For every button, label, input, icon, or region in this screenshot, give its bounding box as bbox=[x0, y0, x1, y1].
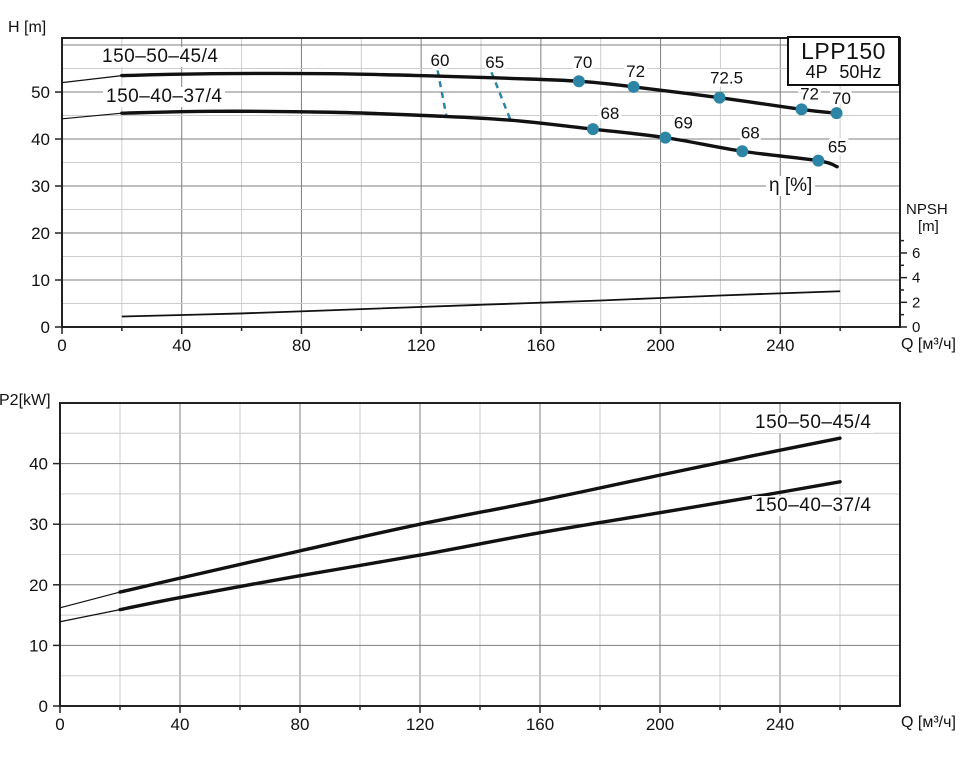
y-axis-tick-label: 40 bbox=[29, 455, 48, 474]
power-axis-title: P2[kW] bbox=[0, 392, 53, 410]
efficiency-value-label: 68 bbox=[600, 104, 619, 123]
efficiency-point-dot bbox=[736, 145, 749, 158]
efficiency-point-dot bbox=[659, 131, 672, 144]
efficiency-value-label: 70 bbox=[573, 53, 592, 72]
efficiency-value-label: 72 bbox=[800, 84, 819, 103]
power-curve-label-150-50-45-4: 150–50–45/4 bbox=[752, 413, 875, 433]
iso-efficiency-dashed-line bbox=[490, 71, 513, 124]
y-axis-tick-label: 30 bbox=[31, 177, 50, 196]
npsh-axis-unit: [m] bbox=[916, 218, 941, 235]
performance-curve bbox=[118, 436, 842, 594]
x-axis-tick-label: 40 bbox=[172, 336, 191, 355]
y-axis-tick-label: 10 bbox=[29, 636, 48, 655]
curve-lead-thin bbox=[61, 74, 122, 84]
head-axis-title: H [m] bbox=[6, 19, 49, 37]
efficiency-value-label: 65 bbox=[485, 53, 504, 72]
efficiency-value-label: 68 bbox=[741, 123, 760, 142]
npsh-axis-tick-label: 2 bbox=[912, 294, 920, 311]
x-axis-tick-label: 0 bbox=[57, 336, 66, 355]
x-axis-tick-label: 0 bbox=[55, 715, 64, 734]
y-axis-tick-label: 10 bbox=[31, 271, 50, 290]
efficiency-point-dot bbox=[830, 107, 843, 120]
efficiency-point-dot bbox=[795, 103, 808, 116]
x-axis-tick-label: 200 bbox=[646, 336, 674, 355]
efficiency-axis-label: η [%] bbox=[766, 176, 816, 196]
performance-curve bbox=[120, 71, 839, 115]
y-axis-tick-label: 20 bbox=[31, 224, 50, 243]
efficiency-value-label: 60 bbox=[431, 51, 450, 70]
efficiency-value-label: 72 bbox=[626, 62, 645, 81]
x-axis-tick-label: 40 bbox=[171, 715, 190, 734]
head-curve-label-150-50-45-4: 150–50–45/4 bbox=[99, 47, 222, 67]
efficiency-point-dot bbox=[627, 80, 640, 93]
pump-model-spec: 4P 50Hz bbox=[805, 62, 882, 83]
x-axis-tick-label: 160 bbox=[527, 336, 555, 355]
npsh-axis-tick-label: 4 bbox=[912, 270, 920, 287]
x-axis-tick-label: 160 bbox=[526, 715, 554, 734]
y-axis-tick-label: 0 bbox=[39, 697, 48, 716]
pump-model-box: LPP150 4P 50Hz bbox=[787, 36, 900, 86]
efficiency-point-dot bbox=[572, 75, 585, 88]
y-axis-tick-label: 0 bbox=[41, 318, 50, 337]
npsh-curve bbox=[121, 290, 841, 318]
x-axis-tick-label: 80 bbox=[292, 336, 311, 355]
flow-axis-title-top: Q [м³/ч] bbox=[899, 336, 958, 354]
power-curve-label-150-40-37-4: 150–40–37/4 bbox=[752, 496, 875, 516]
y-axis-tick-label: 30 bbox=[29, 515, 48, 534]
x-axis-tick-label: 120 bbox=[407, 336, 435, 355]
efficiency-value-label: 70 bbox=[832, 89, 851, 108]
x-axis-tick-label: 240 bbox=[766, 336, 794, 355]
efficiency-value-label: 65 bbox=[828, 138, 847, 157]
x-axis-tick-label: 240 bbox=[766, 715, 794, 734]
efficiency-point-dot bbox=[586, 123, 599, 136]
efficiency-point-dot bbox=[812, 154, 825, 167]
efficiency-point-dot bbox=[713, 91, 726, 104]
y-axis-tick-label: 40 bbox=[31, 130, 50, 149]
iso-efficiency-dashed-line bbox=[436, 70, 448, 118]
y-axis-tick-label: 50 bbox=[31, 83, 50, 102]
efficiency-value-label: 69 bbox=[674, 114, 693, 133]
npsh-axis-title: NPSH bbox=[904, 201, 950, 218]
y-axis-tick-label: 20 bbox=[29, 576, 48, 595]
x-axis-tick-label: 80 bbox=[291, 715, 310, 734]
x-axis-tick-label: 200 bbox=[646, 715, 674, 734]
curve-lead-thin bbox=[59, 591, 121, 609]
flow-axis-title-bottom: Q [м³/ч] bbox=[899, 714, 958, 732]
efficiency-value-label: 72.5 bbox=[710, 69, 743, 88]
performance-curve bbox=[120, 109, 839, 169]
pump-model-name: LPP150 bbox=[801, 38, 886, 64]
curve-lead-thin bbox=[61, 112, 122, 120]
npsh-axis-tick-label: 0 bbox=[912, 319, 920, 336]
head-curve-label-150-40-37-4: 150–40–37/4 bbox=[103, 87, 226, 107]
x-axis-tick-label: 120 bbox=[406, 715, 434, 734]
npsh-axis-tick-label: 6 bbox=[912, 245, 920, 262]
performance-curve bbox=[118, 480, 842, 612]
curve-lead-thin bbox=[59, 609, 121, 623]
